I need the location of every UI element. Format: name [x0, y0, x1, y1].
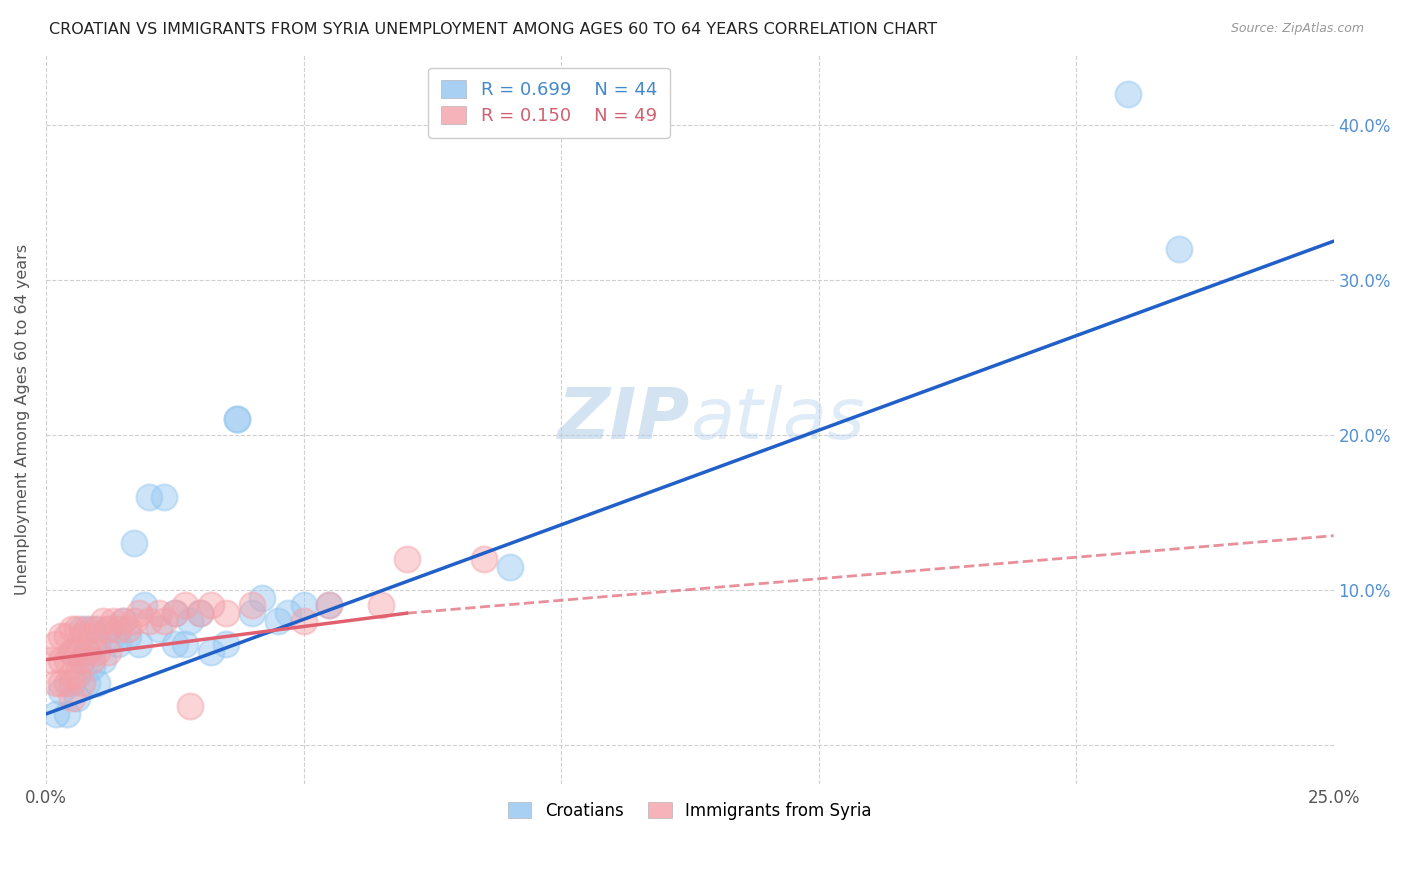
- Point: [60, 622, 83, 636]
- Point: [252, 591, 274, 605]
- Point: [55, 706, 77, 721]
- Point: [200, 599, 222, 613]
- Point: [55, 653, 77, 667]
- Point: [60, 691, 83, 706]
- Point: [138, 490, 160, 504]
- Point: [82, 622, 104, 636]
- Point: [76, 645, 98, 659]
- Point: [66, 668, 89, 682]
- Point: [148, 622, 170, 636]
- Point: [117, 622, 139, 636]
- Point: [277, 606, 299, 620]
- Point: [225, 412, 247, 426]
- Point: [190, 606, 212, 620]
- Point: [122, 614, 145, 628]
- Point: [395, 552, 418, 566]
- Point: [179, 699, 201, 714]
- Point: [107, 637, 129, 651]
- Point: [60, 676, 83, 690]
- Point: [70, 630, 93, 644]
- Point: [174, 637, 197, 651]
- Point: [66, 645, 89, 659]
- Point: [60, 645, 83, 659]
- Point: [86, 622, 108, 636]
- Point: [51, 630, 73, 644]
- Point: [76, 645, 98, 659]
- Point: [97, 645, 120, 659]
- Point: [51, 653, 73, 667]
- Point: [101, 614, 124, 628]
- Point: [66, 622, 89, 636]
- Point: [82, 630, 104, 644]
- Point: [153, 614, 176, 628]
- Point: [70, 622, 93, 636]
- Point: [112, 614, 135, 628]
- Point: [128, 606, 150, 620]
- Text: ZIP: ZIP: [558, 385, 690, 454]
- Point: [86, 645, 108, 659]
- Text: Source: ZipAtlas.com: Source: ZipAtlas.com: [1230, 22, 1364, 36]
- Point: [70, 676, 93, 690]
- Text: atlas: atlas: [690, 385, 865, 454]
- Legend: Croatians, Immigrants from Syria: Croatians, Immigrants from Syria: [502, 795, 879, 826]
- Point: [1168, 242, 1191, 256]
- Point: [82, 660, 104, 674]
- Point: [267, 614, 290, 628]
- Point: [45, 637, 67, 651]
- Point: [66, 691, 89, 706]
- Point: [292, 614, 315, 628]
- Point: [101, 630, 124, 644]
- Point: [200, 645, 222, 659]
- Point: [179, 614, 201, 628]
- Point: [318, 599, 340, 613]
- Point: [97, 622, 120, 636]
- Point: [86, 676, 108, 690]
- Point: [163, 606, 186, 620]
- Point: [117, 630, 139, 644]
- Point: [138, 614, 160, 628]
- Point: [472, 552, 495, 566]
- Point: [55, 676, 77, 690]
- Point: [76, 622, 98, 636]
- Point: [163, 637, 186, 651]
- Point: [174, 599, 197, 613]
- Point: [122, 536, 145, 550]
- Point: [370, 599, 392, 613]
- Point: [498, 559, 520, 574]
- Point: [70, 653, 93, 667]
- Point: [55, 630, 77, 644]
- Point: [97, 622, 120, 636]
- Point: [190, 606, 212, 620]
- Point: [215, 606, 238, 620]
- Point: [91, 653, 114, 667]
- Point: [45, 706, 67, 721]
- Point: [1116, 87, 1139, 101]
- Point: [39, 653, 62, 667]
- Point: [45, 676, 67, 690]
- Point: [82, 653, 104, 667]
- Point: [51, 683, 73, 698]
- Text: CROATIAN VS IMMIGRANTS FROM SYRIA UNEMPLOYMENT AMONG AGES 60 TO 64 YEARS CORRELA: CROATIAN VS IMMIGRANTS FROM SYRIA UNEMPL…: [49, 22, 938, 37]
- Point: [76, 676, 98, 690]
- Point: [240, 606, 263, 620]
- Point: [128, 637, 150, 651]
- Y-axis label: Unemployment Among Ages 60 to 64 years: Unemployment Among Ages 60 to 64 years: [15, 244, 30, 595]
- Point: [148, 606, 170, 620]
- Point: [112, 614, 135, 628]
- Point: [163, 606, 186, 620]
- Point: [91, 614, 114, 628]
- Point: [132, 599, 155, 613]
- Point: [70, 653, 93, 667]
- Point: [225, 412, 247, 426]
- Point: [153, 490, 176, 504]
- Point: [60, 668, 83, 682]
- Point: [292, 599, 315, 613]
- Point: [318, 599, 340, 613]
- Point: [60, 645, 83, 659]
- Point: [86, 637, 108, 651]
- Point: [107, 622, 129, 636]
- Point: [240, 599, 263, 613]
- Point: [215, 637, 238, 651]
- Point: [51, 676, 73, 690]
